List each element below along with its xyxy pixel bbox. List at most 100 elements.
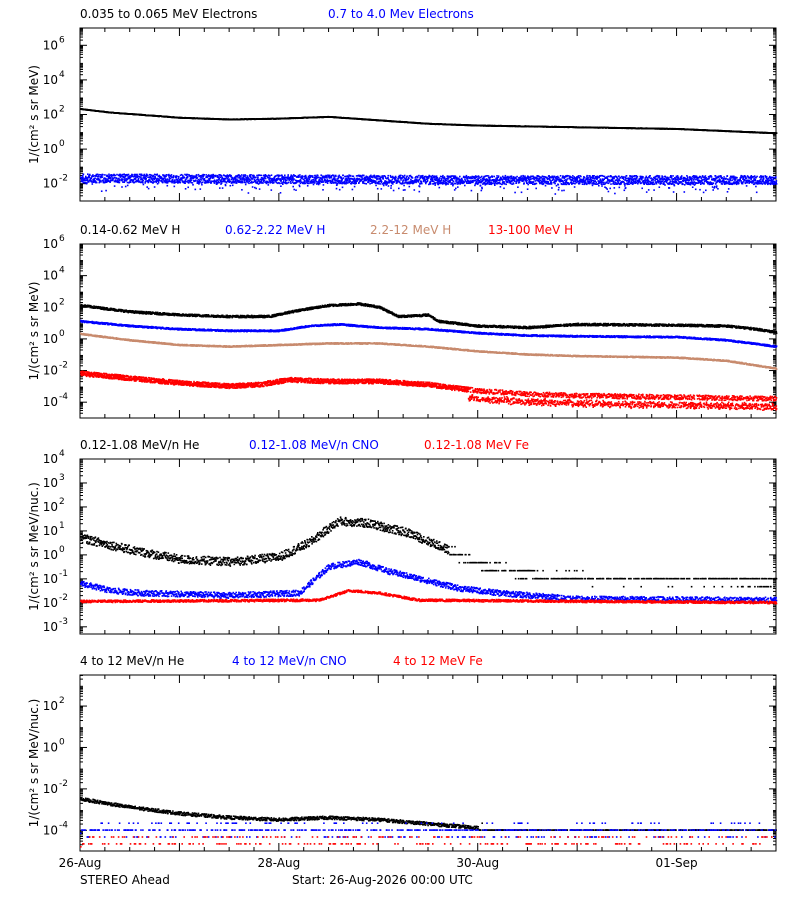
data-point [403, 185, 405, 187]
data-point [112, 179, 114, 181]
data-point [241, 189, 243, 191]
data-point [87, 173, 89, 175]
data-point [400, 179, 402, 181]
data-point [224, 175, 226, 177]
data-point [195, 189, 197, 191]
data-point [99, 182, 101, 184]
data-point [433, 181, 435, 183]
data-point [313, 179, 315, 181]
data-point [403, 179, 405, 181]
data-point [221, 175, 223, 177]
data-point [255, 177, 257, 179]
data-point [122, 179, 124, 181]
data-point [83, 173, 85, 175]
data-point [213, 177, 215, 179]
data-point [457, 179, 459, 181]
data-point [449, 181, 451, 183]
data-point [345, 176, 347, 178]
data-point [409, 186, 411, 188]
data-point [466, 182, 468, 184]
data-point [158, 182, 160, 184]
data-point [215, 175, 217, 177]
data-point [381, 181, 383, 183]
data-point [452, 185, 454, 187]
data-point [317, 175, 319, 177]
data-point [308, 181, 310, 183]
data-point [91, 177, 93, 179]
data-point [299, 186, 301, 188]
data-point [429, 176, 431, 178]
data-point [265, 178, 267, 180]
data-point [165, 176, 167, 178]
data-point [434, 175, 436, 177]
data-point [174, 186, 176, 188]
y-tick-exponent: -2 [59, 174, 68, 184]
data-point [355, 183, 357, 185]
data-point [414, 189, 416, 191]
data-point [176, 177, 178, 179]
data-point [298, 176, 300, 178]
data-point [184, 182, 186, 184]
data-point [224, 179, 226, 181]
data-point [119, 179, 121, 181]
data-point [368, 181, 370, 183]
data-point [406, 175, 408, 177]
data-point [254, 180, 256, 182]
data-point [181, 179, 183, 181]
data-point [105, 178, 107, 180]
data-point [119, 182, 121, 184]
data-point [253, 175, 255, 177]
data-point [424, 178, 426, 180]
data-point [133, 180, 135, 182]
data-point [217, 175, 219, 177]
data-point [325, 182, 327, 184]
data-point [199, 178, 201, 180]
data-point [185, 188, 187, 190]
data-point [114, 177, 116, 179]
data-point [220, 181, 222, 183]
y-tick-exponent: 4 [59, 70, 65, 80]
data-point [314, 182, 316, 184]
data-point [261, 181, 263, 183]
data-point [286, 182, 288, 184]
data-point [174, 179, 176, 181]
data-point [206, 174, 208, 176]
data-point [242, 181, 244, 183]
data-point [393, 190, 395, 192]
data-point [353, 176, 355, 178]
data-point [466, 178, 468, 180]
data-point [142, 180, 144, 182]
data-point [443, 183, 445, 185]
data-point [466, 175, 468, 177]
data-point [333, 176, 335, 178]
data-point [776, 132, 778, 134]
data-point [456, 178, 458, 180]
data-point [404, 175, 406, 177]
data-point [221, 182, 223, 184]
data-point [97, 174, 99, 176]
data-point [144, 175, 146, 177]
data-point [290, 182, 292, 184]
data-point [375, 185, 377, 187]
data-point [201, 178, 203, 180]
data-point [418, 181, 420, 183]
data-point [336, 188, 338, 190]
data-point [465, 177, 467, 179]
data-point [386, 183, 388, 185]
data-point [252, 186, 254, 188]
data-point [236, 178, 238, 180]
data-point [395, 177, 397, 179]
data-point [81, 178, 83, 180]
data-point [295, 189, 297, 191]
data-point [304, 180, 306, 182]
data-point [305, 175, 307, 177]
data-point [182, 175, 184, 177]
data-point [157, 178, 159, 180]
data-point [348, 178, 350, 180]
data-point [226, 182, 228, 184]
data-point [387, 177, 389, 179]
data-point [176, 176, 178, 178]
data-point [142, 182, 144, 184]
data-point [149, 179, 151, 181]
